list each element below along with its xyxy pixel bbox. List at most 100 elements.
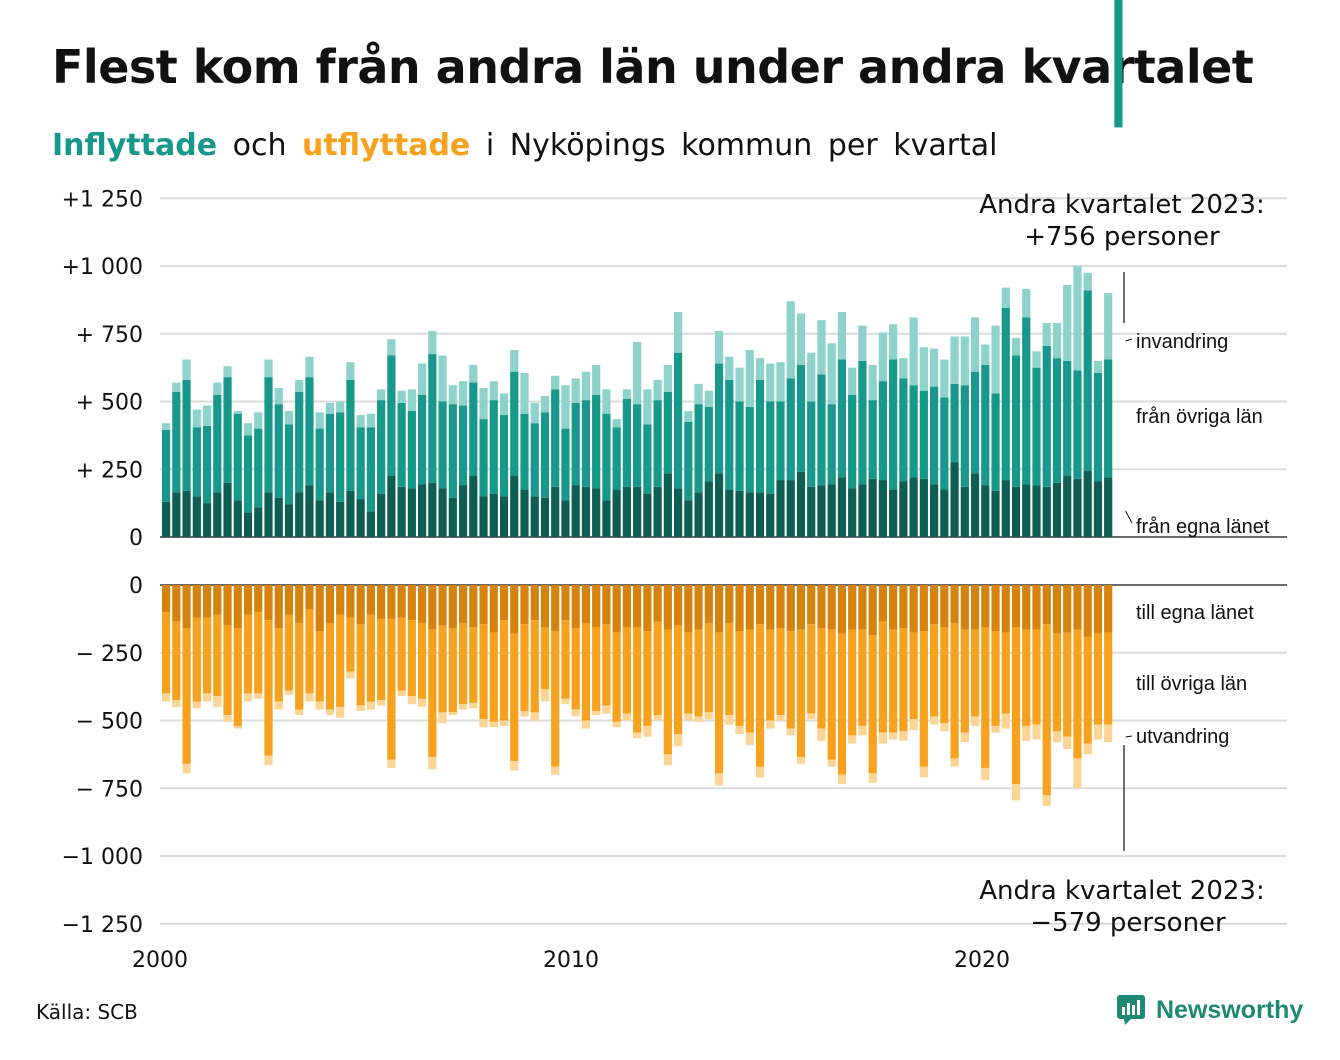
bar-out-own-county bbox=[366, 585, 375, 615]
bar-in-own-county bbox=[1073, 478, 1082, 537]
bar-out-emigration bbox=[274, 701, 283, 710]
bar-in-own-county bbox=[182, 490, 191, 537]
bar-in-other-counties bbox=[1032, 367, 1041, 486]
bar-out-emigration bbox=[919, 766, 928, 778]
bar-in-other-counties bbox=[694, 404, 703, 493]
bar-in-other-counties bbox=[919, 390, 928, 479]
bar-out-emigration bbox=[520, 711, 529, 717]
bar-out-other-counties bbox=[930, 624, 939, 717]
bar-out-other-counties bbox=[848, 629, 857, 736]
bar-in-own-county bbox=[356, 499, 365, 537]
bar-out-own-county bbox=[745, 585, 754, 630]
bar-out-own-county bbox=[981, 585, 990, 628]
bar-out-own-county bbox=[571, 585, 580, 629]
bar-out-own-county bbox=[827, 585, 836, 630]
bar-in-other-counties bbox=[889, 359, 898, 490]
bar-out-own-county bbox=[499, 585, 509, 621]
bar-out-other-counties bbox=[735, 631, 744, 726]
bar-in-other-counties bbox=[950, 383, 959, 463]
bar-out-own-county bbox=[612, 585, 621, 633]
bar-in-other-counties bbox=[1104, 359, 1113, 478]
bar-in-own-county bbox=[807, 486, 816, 537]
bar-in-immigration bbox=[274, 387, 283, 405]
bar-out-own-county bbox=[377, 585, 386, 619]
bar-out-other-counties bbox=[530, 620, 539, 713]
bar-out-other-counties bbox=[1083, 636, 1092, 744]
bar-in-own-county bbox=[817, 485, 826, 537]
bar-in-own-county bbox=[571, 485, 580, 537]
bar-in-own-county bbox=[1083, 470, 1092, 537]
bar-out-emigration bbox=[704, 712, 713, 720]
bar-in-own-county bbox=[889, 489, 898, 537]
bar-in-other-counties bbox=[622, 398, 631, 487]
bar-out-other-counties bbox=[786, 631, 795, 729]
bar-out-own-county bbox=[991, 585, 1000, 632]
bar-in-own-county bbox=[397, 486, 406, 537]
bar-in-other-counties bbox=[1114, 0, 1123, 128]
subtitle-och: och bbox=[232, 128, 287, 163]
bar-in-immigration bbox=[356, 415, 365, 428]
bar-in-own-county bbox=[735, 490, 744, 537]
bar-in-own-county bbox=[755, 492, 765, 537]
bar-in-other-counties bbox=[1022, 317, 1031, 485]
bar-out-own-county bbox=[950, 585, 959, 623]
bar-in-immigration bbox=[745, 350, 754, 407]
bar-out-own-county bbox=[704, 585, 713, 623]
bar-in-other-counties bbox=[520, 413, 529, 490]
bar-in-other-counties bbox=[807, 401, 816, 487]
bar-out-emigration bbox=[243, 693, 253, 702]
bar-in-immigration bbox=[899, 358, 908, 379]
bar-in-own-county bbox=[172, 492, 181, 537]
bar-out-own-county bbox=[796, 585, 806, 630]
bar-out-own-county bbox=[1001, 585, 1010, 633]
bar-out-own-county bbox=[336, 585, 345, 615]
bar-in-immigration bbox=[837, 312, 847, 360]
bar-in-own-county bbox=[530, 496, 539, 537]
bar-out-other-counties bbox=[551, 631, 560, 767]
bar-in-immigration bbox=[653, 379, 662, 401]
bar-in-immigration bbox=[243, 423, 253, 436]
bar-in-other-counties bbox=[254, 428, 263, 508]
bar-out-other-counties bbox=[305, 609, 314, 694]
bar-out-own-county bbox=[1073, 585, 1082, 630]
bar-in-other-counties bbox=[817, 374, 826, 486]
bar-out-emigration bbox=[786, 728, 795, 736]
bar-in-other-counties bbox=[714, 363, 724, 474]
bar-out-emigration bbox=[1104, 724, 1113, 743]
bar-out-other-counties bbox=[325, 622, 335, 710]
bar-out-other-counties bbox=[807, 624, 816, 714]
bar-out-emigration bbox=[827, 759, 836, 767]
bar-out-other-counties bbox=[213, 614, 222, 697]
bar-in-immigration bbox=[1104, 293, 1113, 360]
y-tick-label-top: + 500 bbox=[76, 391, 143, 416]
bar-out-own-county bbox=[387, 585, 396, 619]
bar-out-own-county bbox=[581, 585, 591, 623]
bar-out-emigration bbox=[325, 709, 335, 716]
bar-out-own-county bbox=[848, 585, 857, 630]
bar-out-other-counties bbox=[336, 614, 345, 707]
bar-in-immigration bbox=[776, 362, 785, 402]
bar-out-other-counties bbox=[899, 628, 908, 732]
bar-in-other-counties bbox=[991, 393, 1000, 491]
bar-in-own-county bbox=[162, 501, 171, 537]
bar-out-emigration bbox=[305, 693, 314, 702]
bar-in-other-counties bbox=[837, 359, 847, 478]
bar-in-immigration bbox=[755, 358, 765, 380]
bar-out-other-counties bbox=[1073, 629, 1082, 759]
bar-in-other-counties bbox=[366, 427, 375, 512]
bar-out-own-county bbox=[162, 585, 171, 613]
bar-out-other-counties bbox=[356, 624, 365, 706]
bar-in-own-county bbox=[499, 496, 509, 537]
bar-in-immigration bbox=[1063, 284, 1072, 361]
bar-out-emigration bbox=[1083, 743, 1092, 755]
bar-in-own-county bbox=[970, 473, 980, 537]
bar-in-other-counties bbox=[387, 355, 396, 477]
newsworthy-logo: Newsworthy bbox=[1116, 994, 1303, 1026]
bar-out-emigration bbox=[254, 693, 263, 699]
bar-in-own-county bbox=[858, 484, 867, 537]
bar-out-own-county bbox=[182, 585, 191, 629]
bar-out-other-counties bbox=[448, 628, 457, 713]
bar-out-emigration bbox=[950, 758, 959, 767]
bar-out-emigration bbox=[1073, 758, 1082, 789]
